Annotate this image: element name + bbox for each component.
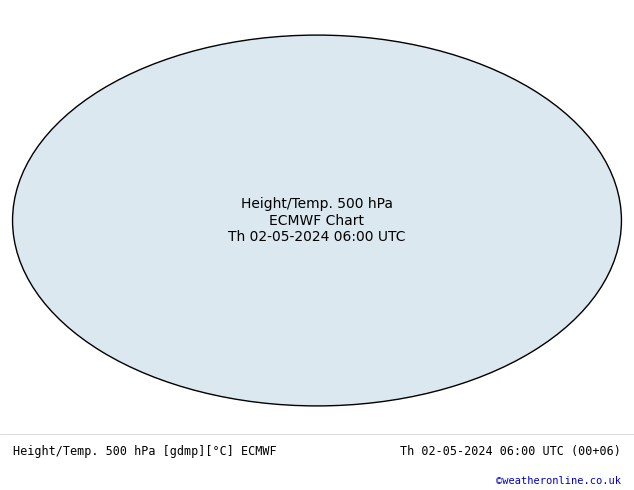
Text: ©weatheronline.co.uk: ©weatheronline.co.uk xyxy=(496,476,621,486)
Ellipse shape xyxy=(13,35,621,406)
Text: Height/Temp. 500 hPa
ECMWF Chart
Th 02-05-2024 06:00 UTC: Height/Temp. 500 hPa ECMWF Chart Th 02-0… xyxy=(228,197,406,244)
Text: Th 02-05-2024 06:00 UTC (00+06): Th 02-05-2024 06:00 UTC (00+06) xyxy=(401,445,621,458)
Text: Height/Temp. 500 hPa [gdmp][°C] ECMWF: Height/Temp. 500 hPa [gdmp][°C] ECMWF xyxy=(13,445,276,458)
